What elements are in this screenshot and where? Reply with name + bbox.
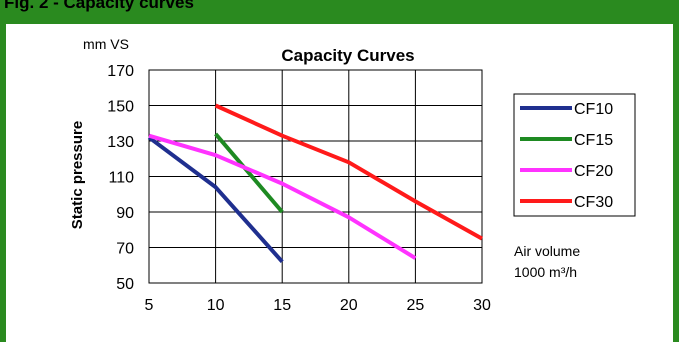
legend-box — [513, 93, 636, 217]
x-tick-label: 30 — [473, 297, 491, 314]
series-line-cf15 — [214, 132, 284, 214]
y-axis-title: Static pressure — [69, 121, 86, 229]
x-tick-label: 10 — [207, 297, 225, 314]
series-line-cf10 — [147, 135, 284, 264]
y-unit-label: mm VS — [83, 36, 129, 52]
x-unit-label-line1: Air volume — [514, 243, 580, 259]
x-tick-label: 25 — [407, 297, 425, 314]
x-unit-label-line2: 1000 m³/h — [514, 264, 577, 280]
y-tick-label: 170 — [107, 63, 134, 80]
x-tick-label: 20 — [340, 297, 358, 314]
legend-label: CF30 — [574, 194, 613, 211]
series-line-cf20 — [148, 133, 417, 260]
plot-area-border — [148, 69, 483, 284]
series-line-cf30 — [214, 103, 483, 241]
legend-label: CF10 — [574, 101, 613, 118]
legend: CF10 CF15 CF20 CF30 — [513, 93, 636, 217]
y-tick-label: 70 — [116, 241, 134, 258]
y-tick-label: 150 — [107, 99, 134, 116]
chart-title: Capacity Curves — [281, 46, 414, 65]
x-tick-label: 5 — [145, 297, 154, 314]
figure-heading: Fig. 2 - Capacity curves — [4, 0, 194, 12]
tick-layer: 5 10 15 20 25 30 50 70 90 110 130 150 170 — [107, 63, 491, 314]
grid-layer — [148, 69, 483, 284]
series-layer — [147, 103, 483, 264]
y-tick-label: 50 — [116, 276, 134, 293]
x-tick-label: 15 — [273, 297, 291, 314]
legend-label: CF20 — [574, 163, 613, 180]
y-tick-label: 130 — [107, 134, 134, 151]
y-tick-label: 110 — [108, 170, 134, 187]
legend-label: CF15 — [574, 132, 613, 149]
y-tick-label: 90 — [116, 205, 134, 222]
figure-header-strip — [0, 0, 679, 24]
